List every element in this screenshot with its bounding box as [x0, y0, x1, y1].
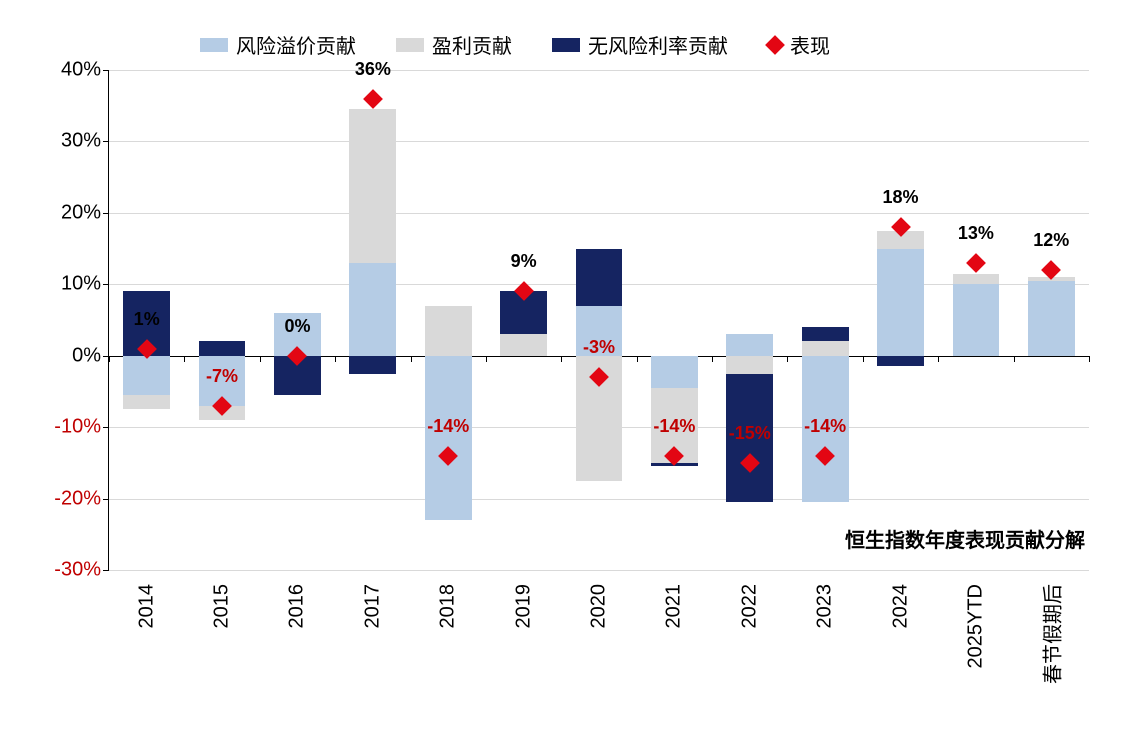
y-axis-tick-label: -30% — [54, 559, 109, 582]
bar-segment-earnings — [425, 306, 472, 356]
x-tick-mark — [486, 356, 487, 362]
x-tick-mark — [938, 356, 939, 362]
x-axis-category-label: 2019 — [512, 584, 535, 629]
x-tick-mark — [335, 356, 336, 362]
bar-segment-risk_premium — [877, 249, 924, 356]
performance-data-label: 9% — [511, 251, 537, 272]
plot-area: -30%-20%-10%0%10%20%30%40%20141%2015-7%2… — [108, 70, 1089, 570]
bar-segment-earnings — [349, 109, 396, 263]
x-axis-category-label: 春节假期后 — [1037, 584, 1066, 684]
x-axis-category-label: 2015 — [211, 584, 234, 629]
bar-segment-earnings — [953, 274, 1000, 285]
legend-swatch — [200, 38, 228, 52]
performance-data-label: -3% — [583, 337, 615, 358]
performance-marker — [966, 253, 986, 273]
performance-marker — [363, 89, 383, 109]
bar-segment-earnings — [500, 334, 547, 355]
legend-swatch — [396, 38, 424, 52]
x-tick-mark — [184, 356, 185, 362]
y-axis-tick-label: 40% — [61, 59, 109, 82]
performance-data-label: 0% — [284, 316, 310, 337]
bar-segment-earnings — [123, 395, 170, 409]
legend-swatch — [552, 38, 580, 52]
bar-segment-risk_free — [877, 356, 924, 367]
y-axis-tick-label: 20% — [61, 201, 109, 224]
legend-item-risk_free: 无风险利率贡献 — [552, 30, 728, 59]
y-axis-tick-label: 10% — [61, 273, 109, 296]
performance-data-label: 36% — [355, 59, 391, 80]
performance-data-label: -15% — [729, 423, 771, 444]
bar-segment-risk_free — [199, 341, 246, 355]
x-axis-category-label: 2014 — [135, 584, 158, 629]
bar-segment-risk_free — [576, 249, 623, 306]
performance-data-label: 18% — [883, 187, 919, 208]
x-axis-category-label: 2024 — [889, 584, 912, 629]
x-tick-mark — [411, 356, 412, 362]
x-axis-category-label: 2021 — [663, 584, 686, 629]
bar-segment-earnings — [726, 356, 773, 374]
chart-annotation: 恒生指数年度表现贡献分解 — [845, 524, 1085, 553]
x-axis-category-label: 2022 — [738, 584, 761, 629]
bar-segment-earnings — [802, 341, 849, 355]
x-tick-mark — [863, 356, 864, 362]
x-tick-mark — [1089, 356, 1090, 362]
legend-label: 无风险利率贡献 — [588, 30, 728, 59]
y-axis-tick-label: -20% — [54, 487, 109, 510]
performance-data-label: -14% — [653, 416, 695, 437]
x-axis-category-label: 2025YTD — [964, 584, 987, 669]
x-tick-mark — [260, 356, 261, 362]
performance-data-label: 12% — [1033, 230, 1069, 251]
bar-segment-risk_premium — [425, 356, 472, 520]
performance-data-label: 1% — [134, 309, 160, 330]
y-axis-tick-label: 0% — [72, 344, 109, 367]
gridline — [109, 570, 1089, 571]
x-axis-category-label: 2020 — [588, 584, 611, 629]
bar-segment-risk_premium — [651, 356, 698, 388]
legend-label: 盈利贡献 — [432, 30, 512, 59]
x-tick-mark — [109, 356, 110, 362]
legend-item-earnings: 盈利贡献 — [396, 30, 512, 59]
x-tick-mark — [637, 356, 638, 362]
x-axis-category-label: 2017 — [361, 584, 384, 629]
performance-data-label: 13% — [958, 223, 994, 244]
legend-marker-diamond — [765, 35, 785, 55]
legend-label: 风险溢价贡献 — [236, 30, 356, 59]
x-axis-category-label: 2023 — [814, 584, 837, 629]
legend: 风险溢价贡献 盈利贡献 无风险利率贡献 表现 — [200, 30, 830, 59]
bar-segment-risk_premium — [953, 284, 1000, 355]
x-tick-mark — [787, 356, 788, 362]
x-axis-category-label: 2018 — [437, 584, 460, 629]
bar-segment-risk_free — [802, 327, 849, 341]
gridline — [109, 213, 1089, 214]
performance-data-label: -14% — [427, 416, 469, 437]
legend-item-performance: 表现 — [768, 30, 830, 59]
x-axis-category-label: 2016 — [286, 584, 309, 629]
y-axis-tick-label: -10% — [54, 416, 109, 439]
gridline — [109, 141, 1089, 142]
legend-label: 表现 — [790, 30, 830, 59]
legend-item-risk_premium: 风险溢价贡献 — [200, 30, 356, 59]
gridline — [109, 70, 1089, 71]
bar-segment-risk_premium — [1028, 281, 1075, 356]
performance-data-label: -14% — [804, 416, 846, 437]
bar-segment-risk_premium — [123, 356, 170, 395]
bar-segment-risk_premium — [349, 263, 396, 356]
x-tick-mark — [1014, 356, 1015, 362]
performance-data-label: -7% — [206, 366, 238, 387]
bar-segment-risk_free — [349, 356, 396, 374]
chart-container: 风险溢价贡献盈利贡献无风险利率贡献表现 -30%-20%-10%0%10%20%… — [0, 0, 1123, 738]
x-tick-mark — [712, 356, 713, 362]
y-axis-tick-label: 30% — [61, 130, 109, 153]
bar-segment-risk_premium — [726, 334, 773, 355]
gridline — [109, 499, 1089, 500]
x-tick-mark — [561, 356, 562, 362]
